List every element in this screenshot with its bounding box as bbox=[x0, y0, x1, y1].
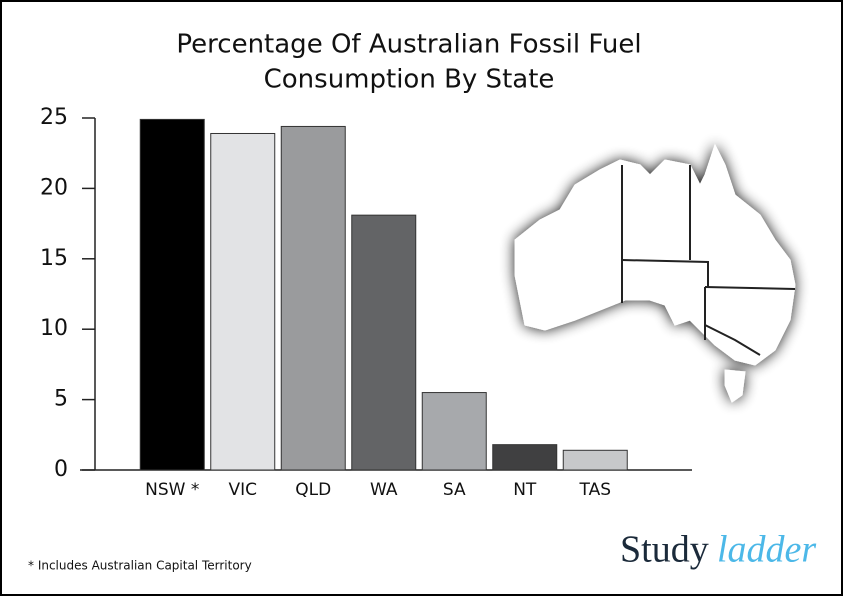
bar bbox=[492, 444, 558, 471]
footnote: * Includes Australian Capital Territory bbox=[28, 559, 252, 573]
logo-study: Study bbox=[620, 529, 709, 571]
y-tick-label: 0 bbox=[54, 457, 68, 482]
chart-title: Consumption By State bbox=[264, 65, 555, 95]
bar bbox=[421, 392, 487, 471]
bar bbox=[562, 449, 628, 471]
x-tick-label: WA bbox=[370, 480, 398, 500]
bar bbox=[139, 118, 205, 471]
bar bbox=[210, 132, 276, 471]
x-tick-label: SA bbox=[443, 480, 466, 500]
x-tick-label: TAS bbox=[579, 480, 612, 500]
x-tick-label: VIC bbox=[228, 480, 257, 500]
chart-title: Percentage Of Australian Fossil Fuel bbox=[176, 30, 641, 60]
y-tick-label: 15 bbox=[40, 246, 68, 271]
australia-map bbox=[514, 143, 796, 403]
bar bbox=[280, 125, 346, 471]
x-tick-label: NSW * bbox=[145, 480, 199, 500]
x-tick-label: QLD bbox=[295, 480, 331, 500]
x-tick-label: NT bbox=[513, 480, 537, 500]
y-tick-label: 10 bbox=[40, 316, 68, 341]
logo-ladder: ladder bbox=[717, 529, 816, 571]
y-tick-label: 5 bbox=[54, 387, 68, 412]
bar bbox=[351, 214, 417, 471]
y-tick-label: 25 bbox=[40, 105, 68, 130]
state-borders bbox=[621, 165, 796, 356]
y-tick-label: 20 bbox=[40, 175, 68, 200]
